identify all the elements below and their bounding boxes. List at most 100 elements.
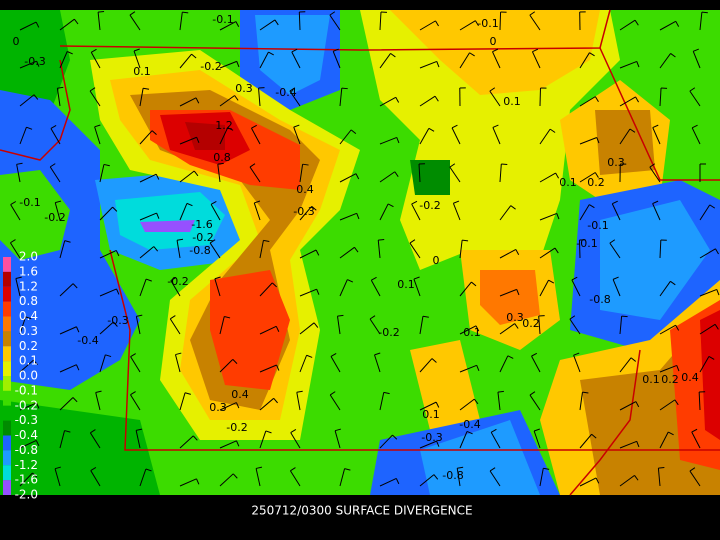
contour-label: 0.1 (397, 278, 415, 291)
contour-label: -0.3 (107, 314, 128, 327)
wind-barb-flag (263, 239, 270, 242)
contour-label: 0.2 (522, 317, 540, 330)
wind-barb (659, 88, 662, 107)
contour-label: -0.8 (589, 293, 610, 306)
wind-barb-flag (156, 212, 160, 219)
wind-barb-flag (313, 322, 319, 328)
wind-barb (130, 356, 141, 373)
wind-barb (497, 392, 501, 411)
legend-swatch (3, 257, 11, 272)
wind-barb (579, 52, 590, 69)
wind-barb-flag (435, 20, 439, 27)
wind-barb (339, 173, 357, 183)
legend-label: 0.2 (19, 339, 38, 353)
contour-label: 0.8 (213, 151, 231, 164)
wind-barb (459, 240, 463, 259)
wind-barb (139, 130, 153, 145)
wind-barb-flag (130, 391, 136, 396)
contour-label: 0.3 (607, 156, 625, 169)
wind-barb (609, 242, 621, 259)
wind-barb-flag (274, 19, 279, 26)
wind-barb-flag (98, 10, 105, 13)
wind-barb-flag (16, 162, 23, 165)
wind-barb (90, 52, 101, 69)
wind-barb (291, 51, 301, 69)
wind-barb-flag (217, 162, 224, 165)
wind-barb-flag (291, 48, 298, 53)
wind-barb (259, 364, 277, 373)
wind-barb-flag (90, 467, 97, 471)
wind-barb-flag (67, 51, 73, 55)
wind-barb-flag (466, 430, 473, 435)
wind-barb (379, 392, 385, 411)
wind-barb-flag (436, 440, 440, 447)
wind-barb (214, 278, 221, 297)
wind-barb (579, 137, 597, 145)
wind-barb-flag (64, 240, 71, 243)
wind-barb-flag (369, 315, 376, 320)
wind-barb-flag (254, 200, 261, 204)
wind-barb-flag (136, 314, 143, 317)
wind-barb (657, 468, 661, 487)
wind-barb-flag (15, 276, 22, 279)
wind-barb-flag (489, 87, 496, 92)
wind-barb (539, 468, 544, 487)
wind-barb-flag (145, 278, 152, 282)
wind-barb (529, 14, 541, 31)
wind-barb (59, 364, 77, 373)
wind-barb-flag (573, 352, 580, 356)
legend-swatch (3, 405, 11, 421)
wind-barb (659, 364, 677, 373)
wind-barb (219, 95, 235, 107)
contour-label: -0.2 (378, 326, 399, 339)
wind-barb (652, 127, 661, 145)
wind-barb-flag (176, 238, 184, 241)
legend-label: -1.2 (15, 458, 38, 472)
wind-barb-flag (26, 126, 33, 130)
wind-barb (339, 88, 343, 107)
wind-barb-flag (652, 124, 659, 128)
wind-barb-flag (10, 239, 16, 244)
wind-barb-flag (378, 239, 385, 241)
wind-barb (691, 127, 701, 145)
wind-barb (339, 246, 355, 259)
wind-barb-flag (529, 391, 536, 396)
wind-barb-flag (129, 11, 136, 16)
wind-barb-flag (469, 52, 475, 57)
wind-barb (298, 11, 301, 31)
wind-barb (379, 53, 391, 69)
wind-barb (133, 50, 141, 69)
wind-barb (249, 166, 261, 183)
wind-barb (499, 248, 517, 259)
wind-barb-flag (691, 428, 698, 433)
wind-barb (689, 90, 701, 107)
wind-barb-flag (36, 60, 40, 67)
wind-barb-flag (255, 466, 263, 469)
contour-label: 0.1 (133, 65, 151, 78)
wind-barb (459, 364, 477, 373)
wind-barb (332, 51, 341, 69)
wind-barb (489, 90, 501, 107)
wind-barb (649, 166, 661, 183)
wind-barb-flag (235, 21, 240, 28)
wind-barb-flag (649, 163, 656, 168)
wind-barb-flag (529, 11, 536, 16)
wind-barb (175, 354, 181, 373)
wind-barb (299, 164, 304, 183)
wind-barb-flag (554, 247, 559, 254)
legend-swatch (3, 346, 11, 362)
wind-barb-flag (355, 173, 360, 180)
wind-barb (459, 52, 470, 69)
wind-barb-flag (387, 203, 394, 208)
wind-barb-flag (151, 130, 157, 136)
wind-barb-flag (569, 315, 576, 320)
wind-barb-flag (515, 249, 520, 255)
contour-label: -0.1 (212, 13, 233, 26)
wind-barb-flag (652, 200, 659, 205)
wind-barb (19, 60, 37, 69)
wind-barb-flag (395, 478, 400, 485)
wind-barb-flag (33, 359, 38, 365)
wind-barb-flag (89, 87, 96, 92)
wind-barb (259, 19, 276, 31)
